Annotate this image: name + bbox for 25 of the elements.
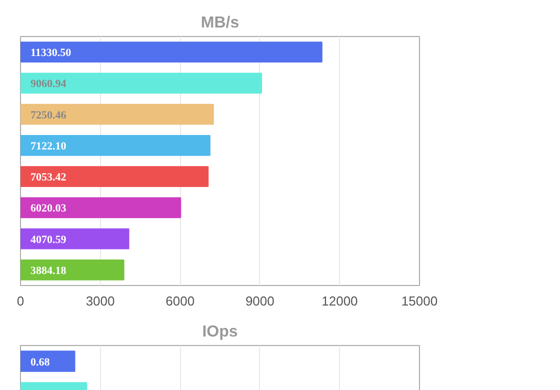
data-label: 7122.10 bbox=[30, 140, 67, 152]
data-label: 7250.46 bbox=[30, 109, 67, 122]
chart-title: IOps bbox=[202, 324, 238, 340]
data-label: 6020.03 bbox=[30, 202, 67, 215]
bar bbox=[20, 104, 214, 125]
x-tick-label: 0 bbox=[16, 294, 24, 308]
data-label: 4070.59 bbox=[30, 234, 67, 246]
bar bbox=[20, 72, 262, 94]
x-tick-label: 6000 bbox=[166, 294, 195, 308]
bar bbox=[20, 228, 130, 250]
chart-title: MB/s bbox=[200, 14, 240, 32]
bar bbox=[20, 197, 182, 218]
bar bbox=[20, 134, 210, 156]
bar bbox=[20, 42, 322, 63]
data-label: 3884.18 bbox=[30, 264, 67, 277]
data-label: 11330.50 bbox=[30, 47, 72, 60]
x-tick-label: 3000 bbox=[86, 294, 115, 308]
data-label: 0.68 bbox=[30, 356, 50, 368]
data-label: 9060.94 bbox=[30, 78, 67, 90]
bar bbox=[20, 259, 124, 280]
bar bbox=[20, 166, 209, 188]
x-tick-label: 12000 bbox=[322, 294, 358, 308]
data-label: 7053.42 bbox=[30, 172, 67, 184]
x-tick-label: 9000 bbox=[245, 294, 274, 308]
x-tick-label: 15000 bbox=[401, 294, 438, 308]
